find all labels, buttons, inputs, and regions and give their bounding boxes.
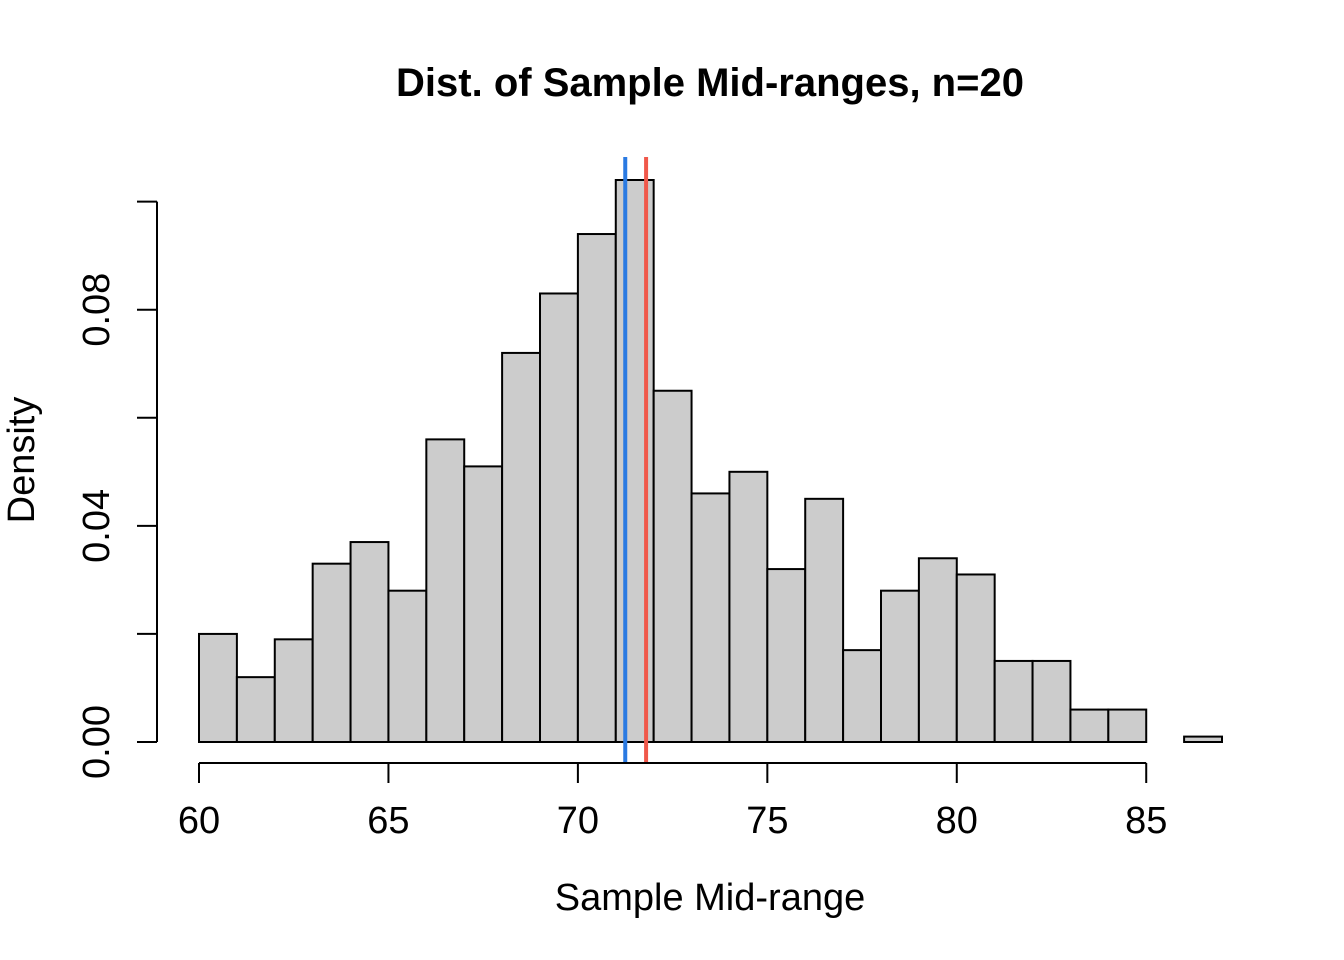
x-tick-label: 70 (557, 800, 599, 842)
histogram-bar (425, 438, 466, 743)
histogram-bars (198, 179, 1223, 744)
histogram-bar (1031, 659, 1072, 744)
y-axis-label: Density (1, 397, 43, 524)
x-axis: 60 65 70 75 80 85 (178, 762, 1167, 842)
histogram-bar (501, 351, 542, 743)
x-tick-label: 75 (746, 800, 788, 842)
y-axis: 0.00 0.04 0.08 (76, 200, 158, 779)
histogram-bar (917, 557, 958, 743)
reference-lines (623, 157, 649, 763)
histogram-bar (387, 589, 428, 744)
x-tick-label: 85 (1125, 800, 1167, 842)
histogram-bar (1107, 708, 1148, 743)
y-tick-label: 0.08 (76, 273, 118, 347)
histogram-bar (766, 568, 807, 743)
histogram-bar (576, 233, 617, 744)
y-tick-label: 0.04 (76, 489, 118, 563)
x-tick-label: 65 (367, 800, 409, 842)
histogram-bar (804, 497, 845, 744)
histogram-bar (311, 562, 352, 744)
histogram-bar (993, 659, 1034, 744)
histogram-bar (652, 389, 693, 743)
chart-title: Dist. of Sample Mid-ranges, n=20 (396, 61, 1024, 105)
histogram-bar (1183, 735, 1223, 743)
x-tick-label: 80 (936, 800, 978, 842)
histogram-bar (235, 676, 276, 744)
histogram-bar (1069, 708, 1110, 743)
x-tick-label: 60 (178, 800, 220, 842)
x-axis-label: Sample Mid-range (555, 877, 865, 919)
histogram-bar (880, 589, 920, 744)
histogram-bar (463, 465, 504, 743)
histogram-bar (349, 541, 390, 743)
histogram-bar (728, 470, 769, 743)
y-tick-label: 0.00 (76, 705, 118, 779)
histogram-bar (690, 492, 731, 743)
histogram-bar (955, 573, 996, 743)
histogram-bar (539, 292, 579, 743)
histogram-bar (842, 649, 882, 744)
histogram-bar (273, 638, 314, 743)
histogram-bar (198, 632, 238, 744)
